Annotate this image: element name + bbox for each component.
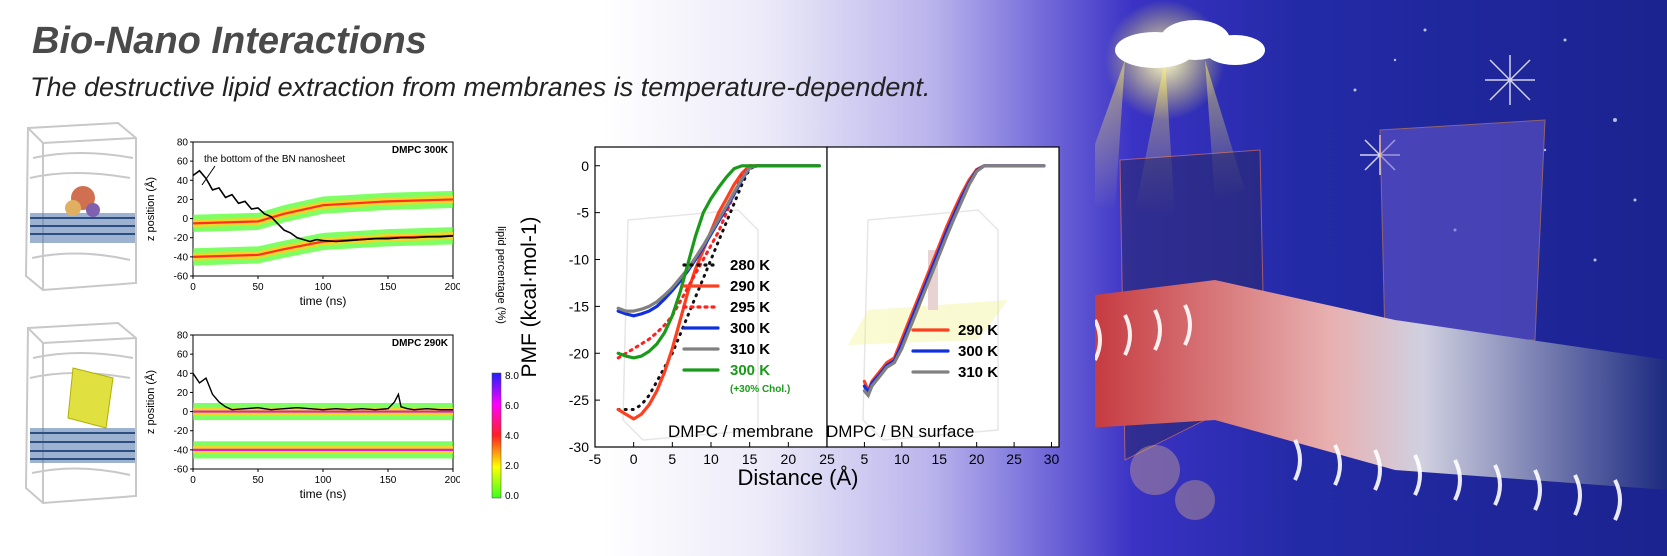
cloud-icon [1115,20,1265,68]
colorbar-gradient [491,372,502,499]
legend-note: (+30% Chol.) [730,384,790,395]
plot-area-bn-surface [826,146,1060,448]
bn-nanosheet-bottom-line [192,169,454,243]
y-tick-label: 80 [177,331,189,342]
x-tick-label: 50 [252,282,264,293]
y-tick-label: 80 [177,138,189,149]
x-tick-label: 0 [630,451,638,467]
colorbar-tick-label: 4.0 [505,431,519,442]
x-tick-label: 25 [1006,451,1022,467]
y-axis-label: PMF (kcal·mol-1) [518,217,541,378]
nanosheet-right [1379,119,1546,341]
y-tick-label: -5 [577,205,590,221]
x-tick-label: 50 [252,475,264,486]
y-axis-label: z position (Å) [144,370,157,434]
y-tick-label: -40 [174,445,189,456]
y-tick-label: 0 [581,158,589,174]
simulation-box-bottom-image [24,321,137,505]
snowflake-icon [1360,55,1535,175]
simulation-box-top-image [24,121,137,292]
colorbar-tick-label: 8.0 [505,371,519,382]
x-tick-label: 200 [445,282,460,293]
legend-label: 310 K [730,341,770,358]
x-tick-label: 100 [315,282,332,293]
panel-label-bn-surface: DMPC / BN surface [826,422,974,441]
z-position-line [192,372,453,411]
legend-label: 290 K [958,322,998,339]
legend-label: 280 K [730,257,770,274]
annotation-label: the bottom of the BN nanosheet [204,154,345,165]
membrane [1095,280,1667,490]
x-tick-label: 0 [190,475,196,486]
y-tick-label: -25 [569,392,589,408]
y-tick-label: -15 [569,298,589,314]
x-tick-label: 10 [894,451,910,467]
y-tick-label: 20 [177,195,189,206]
x-axis-label: time (ns) [300,294,347,308]
legend-label: 300 K [730,320,770,337]
x-tick-label: 150 [380,282,397,293]
colorbar-label: lipid percentage (%) [495,226,507,324]
y-tick-label: -60 [174,465,189,476]
density-band-core [192,198,454,225]
y-tick-label: -20 [569,345,589,361]
colorbar-tick-label: 6.0 [505,401,519,412]
annotation-arrow [201,165,216,186]
panel-label-membrane: DMPC / membrane [668,422,813,441]
colorbar-tick-label: 2.0 [505,461,519,472]
x-tick-label: 20 [969,451,985,467]
y-tick-label: -20 [174,233,189,244]
series-line-300k [616,164,821,360]
x-tick-label: 0 [190,282,196,293]
y-tick-label: 40 [177,176,189,187]
lipid-membrane-illustration [1095,0,1667,521]
x-tick-label: 25 [819,451,835,467]
pmf-chart: 0 -5 -10 -15 -20 -25 -30 -5 0 5 10 15 20 25 5 10 15 20 2… [518,146,1060,490]
x-tick-label: 30 [1044,451,1060,467]
x-tick-label: 10 [703,451,719,467]
y-tick-label: -40 [174,252,189,263]
y-axis-label: z position (Å) [144,177,157,241]
x-tick-label: 5 [668,451,676,467]
legend-label: 310 K [958,364,998,381]
x-axis-label: time (ns) [300,487,347,501]
y-tick-label: 20 [177,388,189,399]
x-tick-label: 5 [861,451,869,467]
y-tick-label: 0 [182,214,188,225]
y-tick-label: 40 [177,369,189,380]
x-axis-label: Distance (Å) [737,465,858,490]
x-tick-label: -5 [589,451,602,467]
x-tick-label: 15 [742,451,758,467]
colorbar-tick-label: 0.0 [505,491,519,502]
colorbar: lipid percentage (%) 8.0 6.0 4.0 2.0 0.0 [491,226,519,502]
legend-label: 295 K [730,299,770,316]
density-band-mid [193,195,453,228]
legend-label: 290 K [730,278,770,295]
x-tick-label: 20 [781,451,797,467]
legend-label: 300 K [730,362,770,379]
y-tick-label: -60 [174,272,189,283]
y-tick-label: -30 [569,439,589,455]
plot-area-membrane [594,146,828,448]
page-subtitle: The destructive lipid extraction from me… [30,72,931,102]
y-tick-label: 0 [182,407,188,418]
y-tick-label: -20 [174,426,189,437]
y-tick-label: 60 [177,350,189,361]
y-tick-label: -10 [569,252,589,268]
x-tick-label: 100 [315,475,332,486]
page-title: Bio-Nano Interactions [32,20,427,62]
x-tick-label: 200 [445,475,460,486]
panel-label: DMPC 300K [392,145,449,156]
y-tick-label: 60 [177,157,189,168]
legend-label: 300 K [958,343,998,360]
x-tick-label: 150 [380,475,397,486]
panel-label: DMPC 290K [392,338,449,349]
series-line-310k [862,164,1046,399]
star-particles [1353,28,1637,262]
x-tick-label: 15 [931,451,947,467]
